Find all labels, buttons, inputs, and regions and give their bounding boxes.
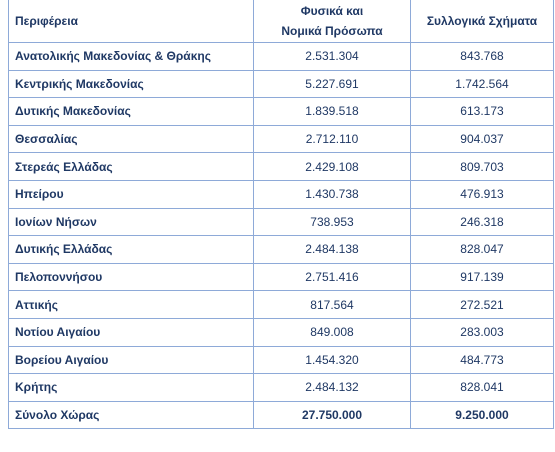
table-row: Δυτικής Ελλάδας 2.484.138 828.047 bbox=[8, 235, 554, 264]
region-cell: Κρήτης bbox=[8, 373, 254, 402]
number-cell: 2.751.416 bbox=[253, 262, 411, 292]
number-cell: 283.003 bbox=[410, 317, 554, 347]
region-cell: Δυτικής Μακεδονίας bbox=[8, 97, 254, 126]
table-row: Ηπείρου 1.430.738 476.913 bbox=[8, 179, 554, 209]
number-cell: 904.037 bbox=[410, 124, 554, 154]
number-cell: 1.454.320 bbox=[253, 345, 411, 375]
number-cell: 817.564 bbox=[253, 290, 411, 319]
region-cell: Νοτίου Αιγαίου bbox=[8, 317, 254, 347]
region-cell: Δυτικής Ελλάδας bbox=[8, 235, 254, 264]
number-cell: 917.139 bbox=[410, 262, 554, 292]
region-cell: Ιονίων Νήσων bbox=[8, 207, 254, 237]
number-cell: 2.712.110 bbox=[253, 124, 411, 154]
number-cell: 27.750.000 bbox=[253, 400, 411, 430]
region-cell: Βορείου Αιγαίου bbox=[8, 345, 254, 375]
number-cell: 2.484.138 bbox=[253, 235, 411, 264]
number-cell: 613.173 bbox=[410, 97, 554, 126]
region-cell: Ανατολικής Μακεδονίας & Θράκης bbox=[8, 42, 254, 71]
number-cell: 2.531.304 bbox=[253, 42, 411, 71]
number-cell: 9.250.000 bbox=[410, 400, 554, 430]
number-cell: 1.430.738 bbox=[253, 179, 411, 209]
region-cell: Θεσσαλίας bbox=[8, 124, 254, 154]
header-cell: Φυσικά και Νομικά Πρόσωπα bbox=[253, 0, 411, 43]
number-cell: 1.742.564 bbox=[410, 69, 554, 99]
table-row: Κρήτης 2.484.132 828.041 bbox=[8, 373, 554, 402]
number-cell: 2.484.132 bbox=[253, 373, 411, 402]
number-cell: 843.768 bbox=[410, 42, 554, 71]
header-line: Φυσικά και bbox=[300, 4, 364, 18]
number-cell: 484.773 bbox=[410, 345, 554, 375]
table-row: Δυτικής Μακεδονίας 1.839.518 613.173 bbox=[8, 97, 554, 126]
number-cell: 272.521 bbox=[410, 290, 554, 319]
table-row: Θεσσαλίας 2.712.110 904.037 bbox=[8, 124, 554, 154]
region-cell: Κεντρικής Μακεδονίας bbox=[8, 69, 254, 99]
header-cell: Συλλογικά Σχήματα bbox=[410, 0, 554, 43]
number-cell: 828.041 bbox=[410, 373, 554, 402]
header-line: Νομικά Πρόσωπα bbox=[281, 24, 383, 38]
number-cell: 246.318 bbox=[410, 207, 554, 237]
region-cell: Αττικής bbox=[8, 290, 254, 319]
header-cell: Περιφέρεια bbox=[8, 0, 254, 43]
number-cell: 1.839.518 bbox=[253, 97, 411, 126]
number-cell: 476.913 bbox=[410, 179, 554, 209]
regions-table: Περιφέρεια Φυσικά και Νομικά Πρόσωπα Συλλ… bbox=[8, 0, 554, 430]
total-row: Σύνολο Χώρας 27.750.000 9.250.000 bbox=[8, 400, 554, 430]
table-row: Νοτίου Αιγαίου 849.008 283.003 bbox=[8, 317, 554, 347]
table-row: Κεντρικής Μακεδονίας 5.227.691 1.742.564 bbox=[8, 69, 554, 99]
region-cell: Ηπείρου bbox=[8, 179, 254, 209]
number-cell: 809.703 bbox=[410, 152, 554, 181]
number-cell: 5.227.691 bbox=[253, 69, 411, 99]
number-cell: 828.047 bbox=[410, 235, 554, 264]
header-row: Περιφέρεια Φυσικά και Νομικά Πρόσωπα Συλλ… bbox=[8, 0, 554, 43]
number-cell: 849.008 bbox=[253, 317, 411, 347]
table-row: Αττικής 817.564 272.521 bbox=[8, 290, 554, 319]
number-cell: 2.429.108 bbox=[253, 152, 411, 181]
table-row: Ιονίων Νήσων 738.953 246.318 bbox=[8, 207, 554, 237]
table-row: Στερεάς Ελλάδας 2.429.108 809.703 bbox=[8, 152, 554, 181]
region-cell: Στερεάς Ελλάδας bbox=[8, 152, 254, 181]
number-cell: 738.953 bbox=[253, 207, 411, 237]
region-cell: Πελοποννήσου bbox=[8, 262, 254, 292]
table-row: Πελοποννήσου 2.751.416 917.139 bbox=[8, 262, 554, 292]
region-cell: Σύνολο Χώρας bbox=[8, 400, 254, 430]
table-row: Βορείου Αιγαίου 1.454.320 484.773 bbox=[8, 345, 554, 375]
table-row: Ανατολικής Μακεδονίας & Θράκης 2.531.304 8… bbox=[8, 42, 554, 71]
